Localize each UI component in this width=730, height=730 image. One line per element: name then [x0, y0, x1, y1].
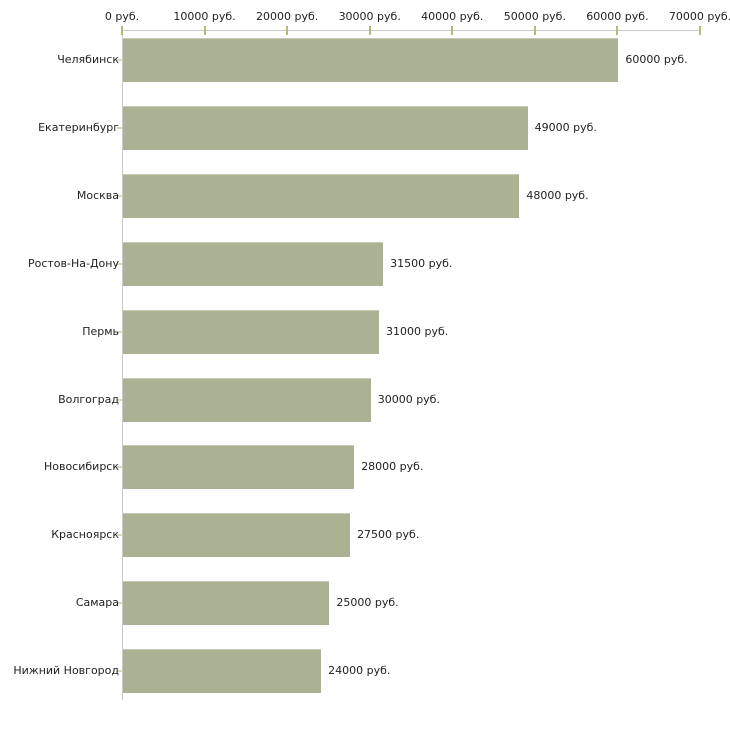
category-tick	[117, 602, 122, 605]
x-axis-tick	[368, 26, 371, 35]
category-label: Нижний Новгород	[13, 664, 119, 678]
category-tick	[117, 330, 122, 333]
value-label: 49000 руб.	[534, 120, 597, 134]
y-axis-line	[122, 30, 123, 700]
bar	[123, 649, 322, 694]
x-axis-tick	[286, 26, 289, 35]
x-axis-tick	[121, 26, 123, 35]
x-axis-tick	[533, 26, 536, 35]
bar	[123, 309, 379, 354]
bar	[123, 105, 528, 150]
category-label: Екатеринбург	[38, 120, 119, 134]
value-label: 28000 руб.	[361, 460, 424, 474]
value-label: 31000 руб.	[385, 324, 449, 338]
bar	[123, 445, 355, 490]
category-label: Волгоград	[58, 392, 119, 406]
category-label: Самара	[75, 596, 119, 610]
bar	[123, 38, 619, 82]
category-tick	[117, 194, 122, 197]
category-label: Москва	[76, 188, 119, 202]
category-tick	[117, 398, 122, 401]
value-label: 30000 руб.	[377, 392, 440, 406]
value-label: 31500 руб.	[390, 256, 453, 270]
x-axis-tick-label: 20000 руб.	[256, 10, 319, 23]
x-axis-tick-label: 50000 руб.	[503, 10, 566, 23]
value-label: 48000 руб.	[526, 188, 589, 202]
value-label: 60000 руб.	[625, 53, 688, 66]
value-label: 27500 руб.	[357, 528, 420, 542]
category-tick	[117, 59, 122, 61]
x-axis-tick-label: 10000 руб.	[173, 10, 236, 23]
bar	[123, 173, 520, 218]
x-axis-tick	[699, 26, 701, 35]
x-axis-line	[122, 30, 700, 31]
bar	[123, 241, 384, 286]
category-tick	[117, 466, 122, 469]
x-axis-tick	[451, 26, 454, 35]
x-axis-tick	[203, 26, 206, 35]
category-label: Пермь	[82, 324, 119, 338]
x-axis-tick-label: 30000 руб.	[338, 10, 401, 23]
x-axis-tick-label: 40000 руб.	[421, 10, 484, 23]
bar	[123, 513, 351, 558]
bar	[123, 377, 371, 422]
category-tick	[117, 126, 122, 129]
value-label: 24000 руб.	[328, 664, 391, 678]
category-label: Челябинск	[57, 53, 119, 66]
x-axis-tick-label: 60000 руб.	[586, 10, 649, 23]
category-label: Новосибирск	[43, 460, 119, 474]
category-tick	[117, 670, 122, 673]
category-label: Красноярск	[51, 528, 119, 542]
x-axis-tick	[616, 26, 619, 35]
x-axis-tick-label: 0 руб.	[104, 10, 140, 23]
bar	[123, 581, 330, 626]
value-label: 25000 руб.	[336, 596, 399, 610]
category-tick	[117, 262, 122, 265]
category-tick	[117, 534, 122, 537]
category-label: Ростов-На-Дону	[27, 256, 119, 270]
x-axis-tick-label: 70000 руб.	[668, 10, 730, 23]
